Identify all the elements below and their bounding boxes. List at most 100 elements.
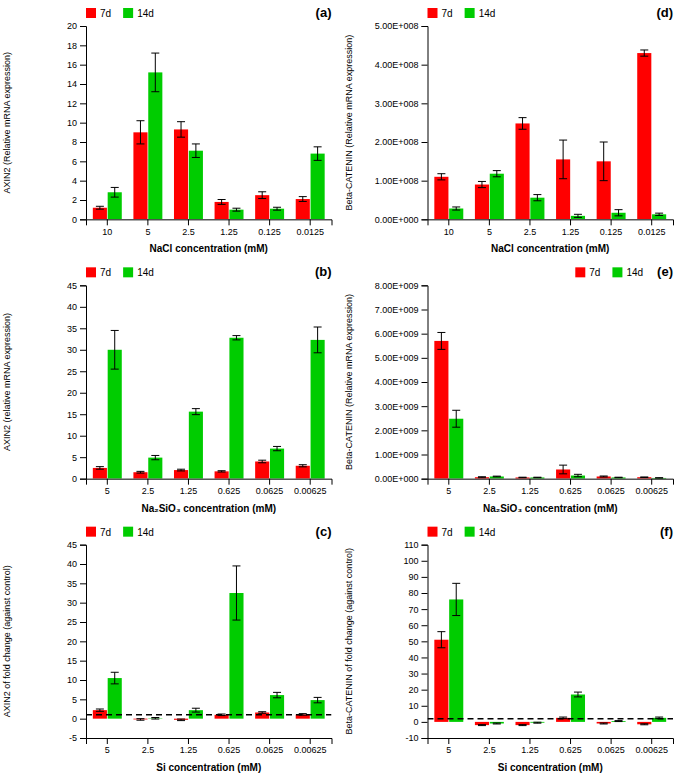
tick-mark <box>422 561 428 562</box>
tick-mark <box>422 181 428 182</box>
tick-mark <box>80 219 86 220</box>
y-tick: 20 <box>408 685 427 695</box>
bar-series <box>434 53 651 219</box>
tick-mark <box>422 310 428 311</box>
bar-series <box>449 599 666 723</box>
tick-label: 10 <box>444 227 454 237</box>
bar <box>296 199 310 219</box>
x-tick: 1.25 <box>562 219 580 236</box>
tick-label: 0.00625 <box>294 745 327 755</box>
error-bar <box>111 672 119 684</box>
tick-label: 0.125 <box>600 227 623 237</box>
y-tick: 5 <box>72 695 86 705</box>
tick-label: 30 <box>67 345 77 355</box>
tick-label: 10 <box>67 118 77 128</box>
error-bar <box>232 336 240 340</box>
tick-label: 0 <box>413 717 418 727</box>
error-bar <box>96 206 104 209</box>
tick-label: 16 <box>67 60 77 70</box>
y-tick: 45 <box>67 540 86 550</box>
tick-label: 60 <box>408 621 418 631</box>
tick-label: 0.625 <box>218 486 241 496</box>
bar <box>637 53 651 219</box>
legend-label: 14d <box>479 8 496 19</box>
x-tick: 2.5 <box>182 219 195 236</box>
tick-mark <box>188 479 189 485</box>
tick-mark <box>229 738 230 744</box>
y-tick: 20 <box>67 637 86 647</box>
x-tick: 5 <box>446 479 451 496</box>
tick-mark <box>80 371 86 372</box>
error-bars <box>111 53 322 211</box>
x-tick: 1.25 <box>180 479 198 496</box>
error-bar <box>273 446 281 450</box>
tick-label: 4 <box>72 176 77 186</box>
bar-series <box>434 640 651 725</box>
axis-line <box>87 220 333 226</box>
bar <box>475 185 489 220</box>
tick-mark <box>489 219 490 225</box>
tick-label: 8 <box>72 137 77 147</box>
tick-label: -10 <box>405 733 418 743</box>
bar <box>611 721 625 723</box>
tick-label: 25 <box>67 367 77 377</box>
x-axis: 52.51.250.6250.06250.00625 <box>428 738 674 755</box>
tick-label: 0.00625 <box>294 486 327 496</box>
y-tick: 0.00E+000 <box>375 215 428 225</box>
tick-mark <box>80 45 86 46</box>
error-bar <box>615 210 623 216</box>
legend: 7d14d <box>575 267 643 278</box>
y-tick: 30 <box>67 345 86 355</box>
error-bar <box>96 709 104 711</box>
tick-mark <box>80 564 86 565</box>
y-tick: 35 <box>67 579 86 589</box>
tick-mark <box>529 479 530 485</box>
legend-item: 14d <box>123 8 154 19</box>
y-tick: 25 <box>67 617 86 627</box>
tick-mark <box>651 738 652 744</box>
tick-mark <box>422 479 428 480</box>
y-tick: 0 <box>72 215 86 225</box>
tick-mark <box>80 680 86 681</box>
legend-label: 7d <box>100 8 111 19</box>
tick-mark <box>80 123 86 124</box>
bar <box>174 129 188 219</box>
x-axis: 52.51.250.6250.06250.00625 <box>87 479 333 496</box>
panel-label: (e) <box>657 264 673 279</box>
x-tick: 0.00625 <box>294 738 327 755</box>
tick-label: 0.0625 <box>597 486 625 496</box>
x-axis: 1052.51.250.1250.0125 <box>87 219 333 236</box>
error-bars <box>452 410 663 478</box>
tick-label: 20 <box>408 685 418 695</box>
error-bar <box>493 476 501 478</box>
tick-mark <box>489 479 490 485</box>
bar-series <box>108 72 325 219</box>
legend-item: 7d <box>86 8 111 19</box>
legend-item: 7d <box>428 8 453 19</box>
bar <box>571 695 585 722</box>
error-bar <box>258 460 266 463</box>
legend-swatch <box>86 8 96 18</box>
tick-mark <box>422 609 428 610</box>
y-axis: 0.00E+0001.00E+0082.00E+0083.00E+0084.00… <box>375 21 428 224</box>
tick-mark <box>188 219 189 225</box>
bar <box>311 154 325 220</box>
error-bar <box>177 122 185 137</box>
tick-label: 1.25 <box>180 745 198 755</box>
y-tick: 3.00E+009 <box>375 402 428 412</box>
tick-label: 100 <box>403 556 418 566</box>
y-tick: 110 <box>404 540 427 550</box>
tick-label: 2 <box>72 195 77 205</box>
tick-label: 1.00E+009 <box>375 450 419 460</box>
bar <box>475 722 489 725</box>
error-bar <box>177 719 185 721</box>
bar <box>133 472 147 478</box>
tick-mark <box>80 479 86 480</box>
y-tick: 10 <box>67 675 86 685</box>
error-bar <box>600 476 608 478</box>
x-tick: 5 <box>446 738 451 755</box>
panel: 0.00E+0001.00E+0092.00E+0093.00E+0094.00… <box>344 264 674 513</box>
x-tick: 0.0625 <box>597 479 625 496</box>
tick-label: 35 <box>67 324 77 334</box>
bar <box>530 477 544 478</box>
